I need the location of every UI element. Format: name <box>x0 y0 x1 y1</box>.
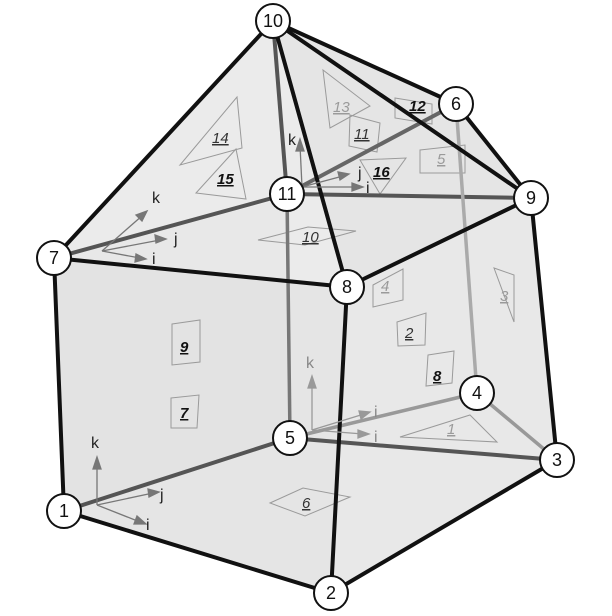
axis-label-i-node-11: i <box>366 180 370 197</box>
node-label-3: 3 <box>552 450 562 470</box>
edge-2-8 <box>329 285 349 595</box>
node-label-2: 2 <box>326 583 336 603</box>
face-label-16: 16 <box>373 164 390 181</box>
face-label-7: 7 <box>180 405 189 422</box>
face-marker-15 <box>194 147 247 200</box>
face-marker-2 <box>396 312 427 347</box>
edge-7-10 <box>52 19 275 260</box>
face-marker-7 <box>170 394 200 429</box>
node-label-6: 6 <box>451 94 461 114</box>
node-label-7: 7 <box>49 248 59 268</box>
edge-5-11 <box>285 192 292 440</box>
node-label-8: 8 <box>342 277 352 297</box>
edge-7-8 <box>52 256 349 289</box>
edge-1-5 <box>62 436 292 513</box>
axis-label-j-node-7: j <box>173 231 178 248</box>
axis-label-k-node-7: k <box>152 190 161 207</box>
axis-label-k-node-1: k <box>91 435 100 452</box>
axis-label-i-node-7: i <box>152 251 156 268</box>
face-labels: 1 2 3 4 5 6 7 8 9 10 11 12 13 14 15 16 <box>180 98 509 512</box>
axis-label-i-node-5-lower: i <box>374 429 378 446</box>
axis-label-j-node-11: j <box>357 165 362 182</box>
axis-label-k-node-5: k <box>306 355 315 372</box>
axis-triad-node-5 <box>307 373 372 439</box>
node-11: 11 <box>269 176 305 212</box>
face-label-8: 8 <box>433 368 442 385</box>
node-4: 4 <box>459 375 495 411</box>
node-8: 8 <box>329 269 365 305</box>
face-label-13: 13 <box>333 99 350 116</box>
node-label-10: 10 <box>263 11 283 31</box>
edge-8-9 <box>345 196 533 289</box>
node-1: 1 <box>46 493 82 529</box>
face-label-14: 14 <box>212 130 229 147</box>
edge-10-9 <box>271 19 533 200</box>
mesh-faces <box>54 21 557 593</box>
face-marker-6 <box>268 487 352 517</box>
face-label-11: 11 <box>354 126 370 143</box>
axis-labels: k j i k j i k i i k j i <box>91 132 378 534</box>
face-marker-4 <box>372 268 404 308</box>
node-5: 5 <box>272 420 308 456</box>
face-marker-5 <box>419 144 466 174</box>
face-marker-8 <box>425 350 455 387</box>
face-marker-14 <box>178 95 243 166</box>
node-6: 6 <box>438 86 474 122</box>
face-label-15: 15 <box>217 171 234 188</box>
edge-1-7 <box>52 256 66 513</box>
face-label-10: 10 <box>302 229 319 246</box>
edge-11-9 <box>285 192 533 200</box>
axis-triad-node-1 <box>92 454 161 525</box>
edge-5-3 <box>288 436 559 462</box>
edge-1-2 <box>62 509 333 595</box>
face-shading-roof-left <box>54 21 347 287</box>
face-markers <box>170 68 515 517</box>
front-edges <box>52 19 559 595</box>
face-marker-1 <box>399 414 499 443</box>
axis-label-j-node-1: j <box>159 487 164 504</box>
face-marker-12 <box>394 97 433 125</box>
face-marker-11 <box>348 114 381 153</box>
face-marker-9 <box>171 319 201 366</box>
edge-6-9 <box>454 102 533 200</box>
face-label-12: 12 <box>409 98 426 115</box>
edge-10-8 <box>271 19 349 289</box>
face-marker-16 <box>359 157 408 195</box>
edge-4-6 <box>454 102 479 395</box>
axis-label-i-node-1: i <box>146 517 150 534</box>
edge-10-11 <box>271 19 289 196</box>
mesh-nodes: 1 2 3 4 5 6 7 8 9 10 11 <box>36 3 575 611</box>
node-label-4: 4 <box>472 383 482 403</box>
edge-3-9 <box>529 196 559 462</box>
face-label-1: 1 <box>447 421 455 438</box>
edge-10-6 <box>271 19 458 106</box>
node-label-11: 11 <box>278 184 297 204</box>
face-shading-roof-right <box>273 21 531 287</box>
node-10: 10 <box>255 3 291 39</box>
edge-7-11 <box>52 192 289 260</box>
face-marker-13 <box>322 68 371 129</box>
face-label-2: 2 <box>404 325 414 342</box>
face-label-4: 4 <box>381 278 389 295</box>
face-marker-3 <box>493 267 515 323</box>
node-label-5: 5 <box>285 428 295 448</box>
node-2: 2 <box>313 575 349 611</box>
face-label-5: 5 <box>437 151 446 168</box>
face-label-6: 6 <box>302 495 311 512</box>
edge-2-3 <box>329 458 559 595</box>
axis-triad-node-11 <box>295 136 365 192</box>
face-label-9: 9 <box>180 339 189 356</box>
axis-label-k-node-11: k <box>288 132 297 149</box>
node-3: 3 <box>539 442 575 478</box>
face-shading-front <box>54 258 347 593</box>
node-7: 7 <box>36 240 72 276</box>
face-shading-right <box>331 198 557 593</box>
node-9: 9 <box>513 180 549 216</box>
node-label-9: 9 <box>526 188 536 208</box>
axis-triad-node-7 <box>101 209 168 263</box>
axis-label-i-node-5-upper: i <box>374 404 378 421</box>
face-label-3: 3 <box>500 288 509 305</box>
node-label-1: 1 <box>59 501 69 521</box>
